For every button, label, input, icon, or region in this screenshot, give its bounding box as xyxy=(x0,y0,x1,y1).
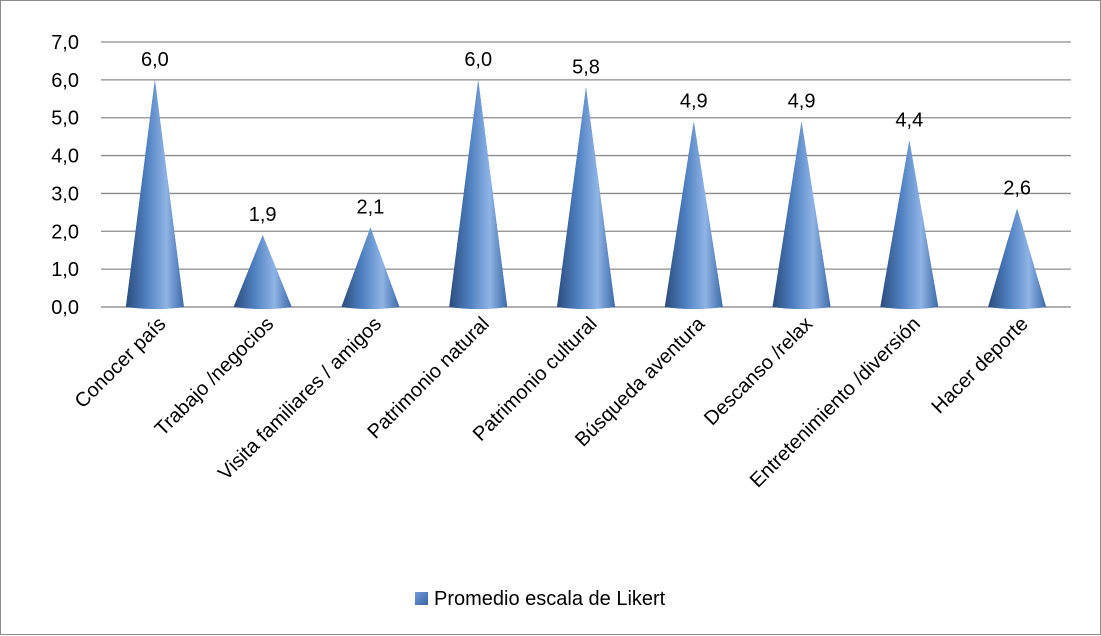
y-tick-label: 7,0 xyxy=(51,32,79,54)
data-label: 4,4 xyxy=(895,109,923,131)
data-label: 6,0 xyxy=(464,49,492,71)
y-tick-label: 3,0 xyxy=(51,183,79,205)
y-tick-label: 6,0 xyxy=(51,70,79,92)
bar xyxy=(341,227,400,309)
category-label: Conocer país xyxy=(71,313,171,413)
bar xyxy=(557,87,615,309)
legend-label: Promedio escala de Likert xyxy=(434,588,666,610)
data-label: 4,9 xyxy=(680,91,708,113)
data-label: 4,9 xyxy=(788,91,816,113)
bar xyxy=(880,140,939,309)
legend-swatch xyxy=(415,592,428,605)
bar xyxy=(664,121,723,309)
y-tick-label: 4,0 xyxy=(51,146,79,168)
bar xyxy=(449,79,508,309)
y-tick-label: 0,0 xyxy=(51,297,79,319)
bar xyxy=(772,121,831,309)
category-label: Entretenimiento /diversión xyxy=(746,313,925,492)
bar xyxy=(125,79,184,309)
bars xyxy=(125,79,1047,309)
category-label: Hacer deporte xyxy=(927,313,1032,418)
data-labels: 6,0 1,9 2,1 6,0 5,8 4,9 4,9 4,4 2,6 xyxy=(141,49,1031,226)
y-axis-ticks: 0,0 1,0 2,0 3,0 4,0 5,0 6,0 7,0 xyxy=(51,32,79,319)
y-tick-label: 2,0 xyxy=(51,221,79,243)
y-tick-label: 1,0 xyxy=(51,259,79,281)
data-label: 1,9 xyxy=(249,204,277,226)
data-label: 6,0 xyxy=(141,49,169,71)
bar xyxy=(233,235,292,309)
legend: Promedio escala de Likert xyxy=(415,588,666,610)
category-label: Descanso /relax xyxy=(700,313,817,430)
category-label: Trabajo /negocios xyxy=(151,313,278,440)
bar xyxy=(988,208,1047,309)
data-label: 2,1 xyxy=(357,197,385,219)
y-tick-label: 5,0 xyxy=(51,108,79,130)
data-label: 5,8 xyxy=(572,56,600,78)
data-label: 2,6 xyxy=(1003,178,1031,200)
